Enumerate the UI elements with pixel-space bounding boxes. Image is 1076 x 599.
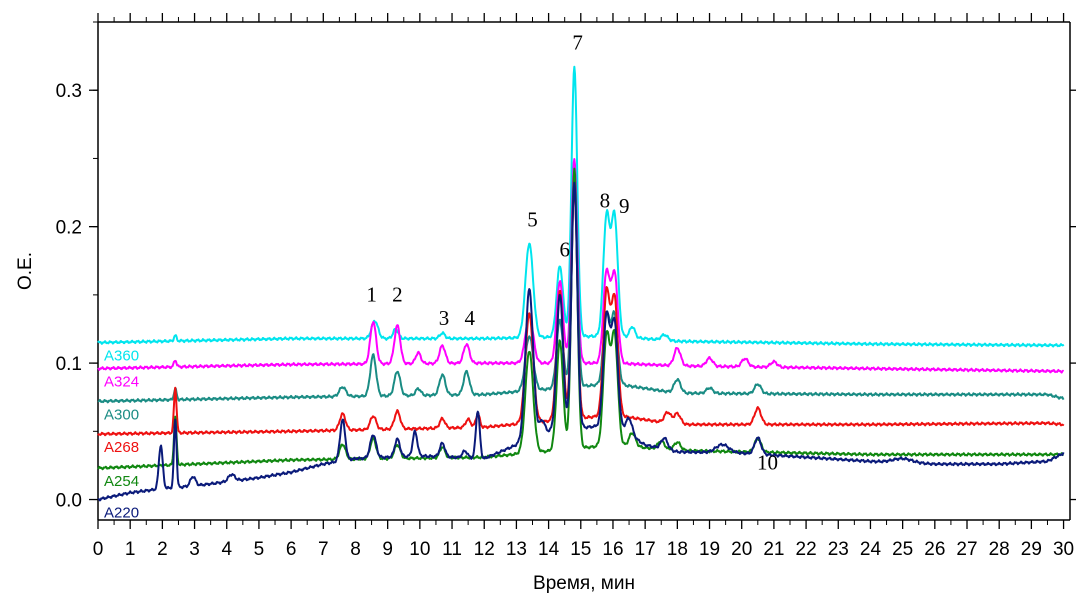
x-tick-label: 4 [221,539,232,560]
chromatogram-traces [97,65,1065,502]
peak-label-5: 5 [527,208,538,232]
x-tick-label: 28 [989,539,1010,560]
series-label-a254: A254 [104,473,139,490]
x-tick-label: 6 [286,539,297,560]
x-tick-label: 9 [382,539,393,560]
series-label-a300: A300 [104,406,139,423]
x-tick-label: 3 [189,539,200,560]
x-tick-label: 22 [796,539,817,560]
x-tick-label: 13 [506,539,527,560]
x-tick-label: 1 [125,539,136,560]
series-label-a220: A220 [104,505,139,522]
series-labels: A360 A324 A300 A268 A254 A220 [104,348,139,522]
x-tick-label: 20 [731,539,752,560]
peak-label-2: 2 [392,283,403,307]
x-tick-label: 23 [828,539,849,560]
series-line-a300 [97,174,1065,404]
peak-label-4: 4 [464,306,475,330]
y-tick-label: 0.0 [56,491,82,512]
y-axis-label: О.Е. [15,252,36,290]
series-line-a254 [97,167,1064,471]
x-tick-label: 11 [442,539,462,560]
series-label-a324: A324 [104,374,139,391]
x-axis-ticks: 0 1 2 3 4 5 6 7 8 9 10 11 12 13 14 15 16 17 18 19 20 21 22 23 24… [93,13,1074,560]
series-line-a220 [97,181,1065,502]
x-tick-label: 24 [860,539,882,560]
x-tick-label: 17 [635,539,656,560]
x-tick-label: 10 [409,539,430,560]
x-tick-label: 14 [538,539,560,560]
x-tick-label: 29 [1021,539,1042,560]
series-line-a324 [97,158,1065,374]
x-tick-label: 25 [892,539,913,560]
y-tick-label: 0.2 [56,218,82,239]
peak-label-7: 7 [572,30,583,54]
x-tick-label: 15 [570,539,591,560]
series-label-a268: A268 [104,439,139,456]
x-tick-label: 19 [699,539,720,560]
peak-label-8: 8 [600,189,611,213]
x-tick-label: 12 [474,539,495,560]
x-tick-label: 30 [1053,539,1074,560]
peak-label-1: 1 [366,283,377,307]
peak-label-3: 3 [439,306,450,330]
y-tick-label: 0.1 [56,354,82,375]
x-tick-label: 26 [924,539,945,560]
y-axis-ticks: 0.0 0.1 0.2 0.3 [56,21,1076,512]
y-tick-label: 0.3 [56,81,82,102]
x-tick-label: 5 [254,539,265,560]
x-tick-label: 21 [763,539,784,560]
x-tick-label: 0 [93,539,104,560]
peak-label-9: 9 [619,194,630,218]
peak-label-10: 10 [757,451,778,475]
peak-annotations: 1 2 3 4 56 7 8 9 10 [366,30,778,474]
x-tick-label: 18 [667,539,688,560]
x-tick-label: 8 [350,539,361,560]
plot-frame [97,21,1071,521]
peak-label-6: 6 [559,238,570,262]
series-label-a360: A360 [104,348,139,365]
x-axis-label: Время, мин [533,573,635,594]
x-tick-label: 16 [602,539,623,560]
x-tick-label: 7 [318,539,329,560]
series-line-a360 [97,65,1065,348]
x-tick-label: 27 [956,539,977,560]
x-tick-label: 2 [157,539,168,560]
